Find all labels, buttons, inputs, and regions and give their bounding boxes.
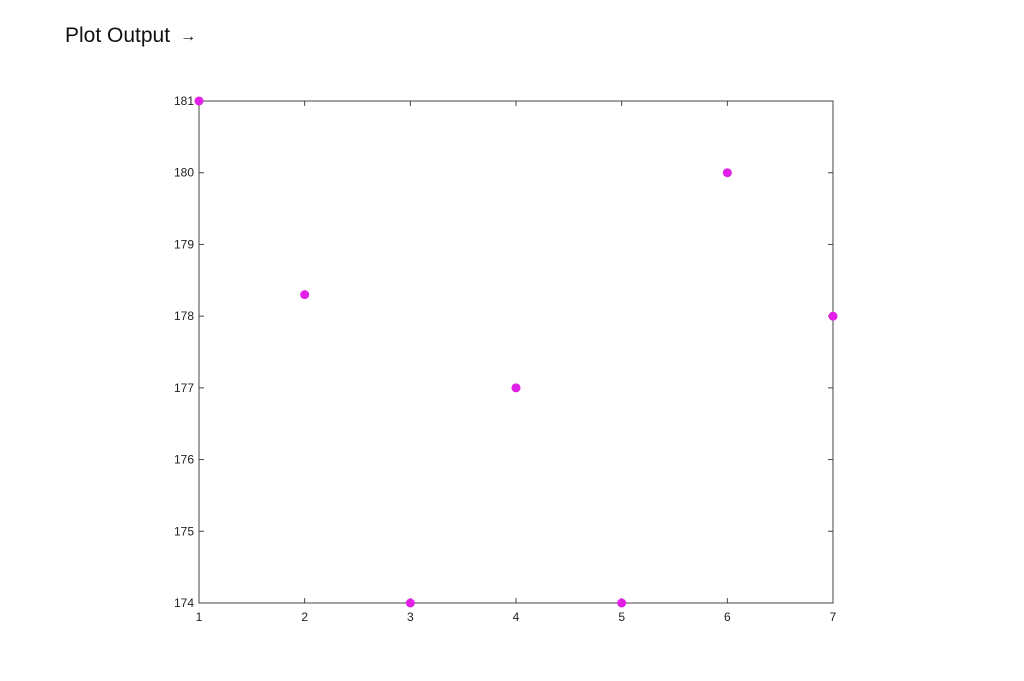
data-points bbox=[194, 96, 838, 608]
x-axis-ticks: 1 2 3 4 5 6 7 bbox=[196, 101, 837, 624]
x-tick-label: 2 bbox=[301, 610, 308, 624]
data-point bbox=[828, 311, 838, 321]
data-point bbox=[617, 598, 627, 608]
plot-axes bbox=[198, 100, 834, 604]
plot-output-heading: Plot Output → bbox=[65, 24, 196, 48]
x-tick-label: 3 bbox=[407, 610, 414, 624]
data-point bbox=[722, 168, 732, 178]
plot-frame bbox=[198, 100, 834, 604]
y-tick-label: 177 bbox=[174, 381, 194, 395]
data-point bbox=[300, 290, 310, 300]
y-tick-label: 179 bbox=[174, 237, 194, 251]
x-tick-label: 4 bbox=[513, 610, 520, 624]
data-point bbox=[405, 598, 415, 608]
arrow-right-icon: → bbox=[180, 28, 197, 45]
y-tick-label: 181 bbox=[174, 94, 194, 108]
x-tick-label: 5 bbox=[618, 610, 625, 624]
y-tick-label: 175 bbox=[174, 524, 194, 538]
y-axis-ticks: 174 175 176 177 178 179 180 181 bbox=[174, 94, 833, 610]
page-title: Plot Output bbox=[65, 24, 171, 47]
y-tick-label: 176 bbox=[174, 453, 194, 467]
x-tick-label: 7 bbox=[830, 610, 837, 624]
y-tick-label: 180 bbox=[174, 166, 194, 180]
x-tick-label: 1 bbox=[196, 610, 203, 624]
x-tick-label: 6 bbox=[724, 610, 731, 624]
y-tick-label: 178 bbox=[174, 309, 194, 323]
data-point bbox=[194, 96, 204, 106]
y-tick-label: 174 bbox=[174, 596, 194, 610]
data-point bbox=[511, 383, 521, 393]
